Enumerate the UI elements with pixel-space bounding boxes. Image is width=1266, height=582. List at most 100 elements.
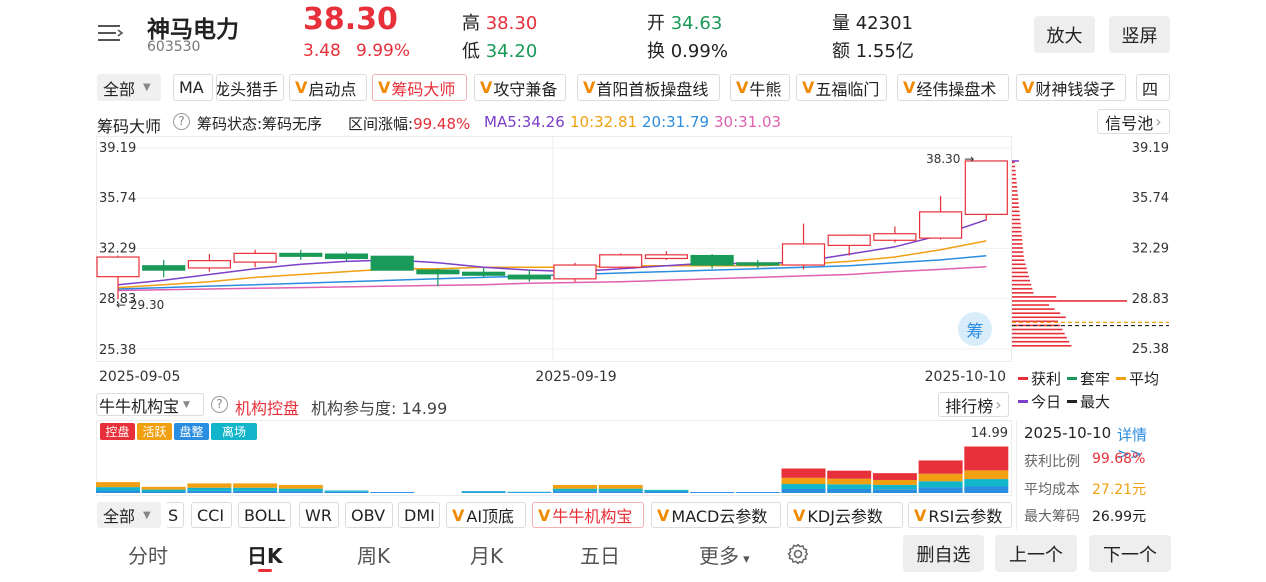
x-tick-label: 2025-09-19 (535, 369, 616, 385)
inst-tag-label: 离场 (222, 424, 246, 439)
indicator2-chip[interactable]: S (166, 502, 184, 528)
tab-4[interactable]: 五日 (580, 544, 620, 568)
inst-bar-segment (781, 488, 826, 493)
y-tick-label-left: 28.83 (99, 292, 136, 307)
legend-average: 平均 (1116, 368, 1159, 389)
chart-frame (96, 136, 1012, 362)
v-badge-icon: V (657, 505, 670, 525)
max-chip-value: 26.99元 (1092, 509, 1147, 525)
indicator2-chip-label: KDJ云参数 (807, 507, 883, 526)
indicator-chip-label: 牛熊 (749, 79, 782, 99)
candle-body (781, 243, 826, 266)
candle-body (736, 262, 780, 266)
tab-3[interactable]: 月K (470, 544, 504, 568)
indicator2-chip[interactable]: V MACD云参数 (651, 502, 781, 528)
indicator2-chip[interactable]: OBV (345, 502, 393, 528)
inst-bar-segment (233, 490, 278, 493)
y-tick-label-left: 39.19 (99, 141, 136, 156)
indicator-chip[interactable]: V 五福临门 (796, 74, 887, 101)
indicator2-chip[interactable]: V AI顶底 (446, 502, 526, 528)
indicator-chip[interactable]: 四 (1136, 74, 1170, 101)
chip-bar (1012, 190, 1018, 192)
volume-value: 42301 (855, 13, 913, 34)
tab-0[interactable]: 分时 (128, 544, 168, 568)
inst-bar-segment (278, 484, 323, 489)
x-tick-label: 2025-10-10 (925, 369, 1006, 385)
chip-bar (1012, 275, 1029, 278)
chip-bar (1012, 287, 1033, 290)
inst-select[interactable]: 牛牛机构宝 ▼ (96, 393, 204, 416)
indicator-all-dropdown[interactable]: 全部 ▼ (97, 74, 161, 101)
candle-body (918, 211, 963, 239)
y-tick-label-left: 32.29 (99, 241, 136, 256)
indicator-chip[interactable]: V 财神钱袋子 (1016, 74, 1126, 101)
menu-icon[interactable] (98, 22, 124, 44)
indicator-chip[interactable]: MA (173, 74, 213, 101)
inst-bar-segment (918, 473, 963, 482)
chip-bar (1012, 255, 1024, 257)
inst-title: 机构控盘 (235, 399, 300, 418)
tab-2[interactable]: 周K (357, 544, 391, 568)
indicator-chip[interactable]: V 筹码大师 (372, 74, 467, 101)
indicator2-chip[interactable]: BOLL (238, 502, 291, 528)
ma5-value: MA5:34.26 (484, 113, 565, 131)
inst-bar-segment (781, 468, 826, 478)
detail-link[interactable]: 详情>> (1117, 426, 1148, 463)
inst-bar-segment (964, 479, 1009, 487)
settings-gear-icon[interactable] (786, 542, 810, 566)
y-tick-label-left: 25.38 (99, 343, 136, 358)
candle-body (964, 160, 1008, 215)
indicator2-chip[interactable]: CCI (191, 502, 232, 528)
indicator2-chip[interactable]: WR (299, 502, 339, 528)
tab-1[interactable]: 日K (247, 544, 283, 568)
inst-bar-segment (690, 492, 735, 493)
indicator2-chip[interactable]: V KDJ云参数 (787, 502, 903, 528)
candle-body (416, 269, 460, 275)
inst-bar-segment (370, 492, 415, 493)
portrait-button[interactable]: 竖屏 (1109, 16, 1170, 53)
chip-bar (1012, 283, 1032, 286)
indicator2-all-dropdown[interactable]: 全部 ▼ (97, 502, 161, 528)
indicator-chip[interactable]: V 启动点 (289, 74, 367, 101)
indicator-chip[interactable]: V 首阳首板操盘线 (577, 74, 720, 101)
chip-float-button[interactable]: 筹 (958, 312, 992, 346)
indicator-chip[interactable]: 龙头猎手 (216, 74, 284, 101)
indicator2-chip-label: 牛牛机构宝 (552, 507, 633, 526)
kline-chart[interactable]: 39.19 39.19 35.74 35.74 32.29 32.29 28.83 28.83… (96, 136, 1171, 386)
next-stock-button[interactable]: 下一个 (1089, 535, 1171, 572)
inst-bar-segment (278, 488, 323, 492)
zoom-button[interactable]: 放大 (1034, 16, 1095, 53)
chip-bar (1012, 194, 1018, 196)
delete-watchlist-button[interactable]: 删自选 (903, 535, 984, 572)
help-icon[interactable]: ? (173, 113, 190, 130)
indicator2-chip-label: S (168, 505, 179, 525)
high-row: 高 38.30 (462, 9, 537, 35)
high-value: 38.30 (485, 13, 538, 34)
inst-tag-bg (137, 423, 172, 440)
price-change-pct: 9.99% (356, 41, 411, 61)
indicator-chip[interactable]: V 经伟操盘术 (897, 74, 1009, 101)
chip-bar (1012, 177, 1017, 180)
indicator-chip[interactable]: V 牛熊 (730, 74, 790, 101)
rank-button[interactable]: 排行榜 › (938, 392, 1009, 417)
candle-body (690, 254, 734, 266)
indicator2-chip[interactable]: V RSI云参数 (908, 502, 1012, 528)
inst-bar-segment (964, 486, 1009, 493)
chip-legend: 获利 套牢 平均 今日 最大 (1018, 368, 1168, 412)
inst-max-label: 14.99 (971, 426, 1008, 441)
amount-value: 1.55亿 (855, 41, 914, 62)
signal-pool-button[interactable]: 信号池 › (1097, 109, 1170, 134)
inst-bar-segment (918, 481, 963, 488)
prev-stock-button[interactable]: 上一个 (995, 535, 1077, 572)
indicator-chip[interactable]: V 攻守兼备 (474, 74, 566, 101)
indicator2-chip[interactable]: DMI (398, 502, 440, 528)
help-icon[interactable]: ? (211, 396, 228, 413)
chip-bar (1012, 218, 1021, 221)
indicator2-chip[interactable]: V 牛牛机构宝 (532, 502, 644, 528)
tab-5[interactable]: 更多 ▾ (699, 544, 750, 568)
inst-bar-segment (964, 470, 1009, 480)
candle-body (370, 255, 414, 271)
chip-bar (1012, 292, 1034, 294)
inst-bar-segment (141, 491, 186, 493)
